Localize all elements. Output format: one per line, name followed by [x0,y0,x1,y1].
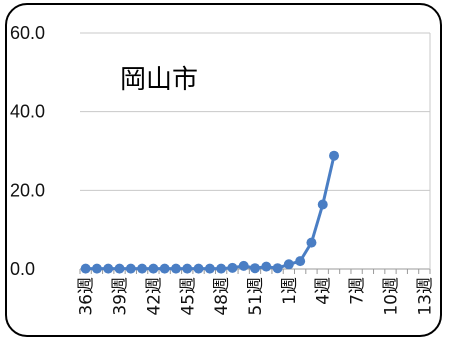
data-point [159,263,170,274]
data-point [238,260,249,271]
data-point [295,256,306,267]
data-point [216,263,227,274]
x-tick-label: 48週 [212,277,232,316]
data-point [80,263,91,274]
data-point [227,262,238,273]
x-tick-label: 51週 [246,277,266,316]
chart-title: 岡山市 [120,65,198,95]
data-point [283,259,294,270]
x-tick-label: 13週 [415,277,435,316]
y-tick-label: 60.0 [10,23,45,43]
chart-frame [5,3,442,337]
x-tick-label: 42週 [144,277,164,316]
series-line [85,155,336,271]
x-tick-label: 45週 [178,277,198,316]
y-tick-labels: 0.0 20.0 40.0 60.0 [10,23,45,279]
x-tick-labels: 36週 39週 42週 45週 48週 51週 1週 4週 7週 10週 13週 [77,277,436,316]
y-tick-label: 0.0 [10,259,35,279]
data-point [306,237,317,248]
x-tick-label: 4週 [314,277,334,305]
series [80,150,340,274]
data-point [317,199,328,210]
data-point [261,261,272,272]
data-point [125,263,136,274]
data-point [193,263,204,274]
x-tick-label: 1週 [280,277,300,305]
x-tick-label: 39週 [111,277,131,316]
data-point [91,263,102,274]
data-point [103,263,114,274]
data-point [137,263,148,274]
y-tick-label: 20.0 [10,180,45,200]
y-tick-label: 40.0 [10,102,45,122]
data-point [329,150,340,161]
data-point [114,263,125,274]
x-tick-label: 7週 [348,277,368,305]
x-tick-label: 36週 [77,277,97,316]
data-point [170,263,181,274]
data-point [182,263,193,274]
data-point [204,263,215,274]
data-point [272,263,283,274]
data-point [148,263,159,274]
data-point [250,263,260,274]
x-tick-label: 10週 [381,277,401,316]
